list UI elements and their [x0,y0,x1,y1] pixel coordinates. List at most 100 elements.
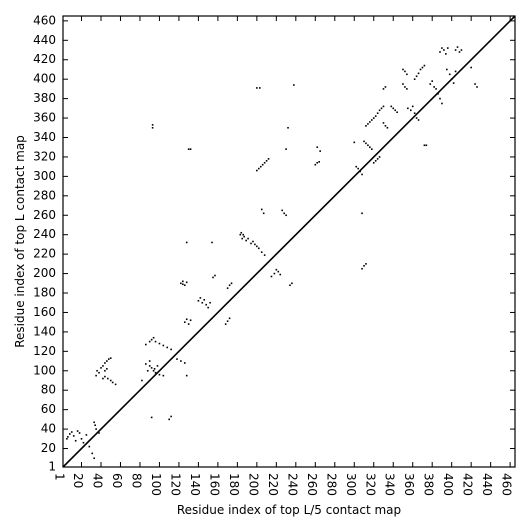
contact-point [404,86,406,88]
x-tick-label: 180 [227,473,241,496]
y-tick-label: 400 [33,72,56,86]
contact-point [258,167,260,170]
contact-point [189,148,192,150]
contact-point [441,47,443,49]
contact-point [369,121,371,123]
x-tick-label: 40 [90,473,104,488]
contact-point [102,365,104,367]
contact-point [372,161,375,164]
contact-point [245,239,247,242]
y-tick-label: 360 [33,111,56,125]
y-tick-label: 460 [33,13,56,27]
contact-point [250,242,252,245]
contact-point [386,126,389,129]
contact-point [93,421,95,424]
contact-point [435,88,437,90]
x-tick-label: 140 [188,473,202,496]
contact-point [154,340,157,343]
contact-point [260,208,263,211]
contact-point [242,233,245,236]
contact-point [256,169,258,172]
contact-point [376,112,379,114]
contact-point [176,358,178,360]
x-axis-ticks: 1 20 40 60 80 100 120 140 160 180 200 220 240 260 280 3… [53,16,514,496]
y-axis-title: Residue index of top L contact map [13,135,27,348]
contact-point [180,282,182,285]
contact-point [226,287,229,289]
contact-point [158,342,161,345]
contact-point [150,338,153,341]
contact-point [394,109,396,112]
contact-point [396,111,398,114]
y-tick-label: 240 [33,227,56,241]
contact-point [168,418,170,421]
points-layer [66,46,478,460]
y-tick-label: 420 [33,52,56,66]
contact-point [224,323,227,325]
contact-point [199,297,202,299]
contact-point [148,340,151,343]
contact-point [148,365,151,367]
contact-point [180,360,182,362]
x-tick-label: 420 [461,473,475,496]
contact-point [357,167,359,170]
contact-point [417,119,420,121]
contact-point [156,365,159,367]
contact-point [419,68,422,71]
x-tick-label: 340 [383,473,397,496]
x-tick-label: 240 [285,473,299,496]
contact-point [69,433,71,435]
x-tick-label: 400 [441,473,455,496]
contact-point [279,273,282,276]
contact-point [98,371,100,374]
y-tick-label: 60 [41,402,56,416]
contact-point [378,156,381,158]
contact-point [88,445,91,448]
contact-point [162,344,165,347]
contact-point [252,240,254,243]
contact-point [94,424,96,426]
contact-point [316,161,319,164]
y-tick-label: 280 [33,188,56,202]
y-axis-ticks: 1204060801001201401601802002202402602803… [33,13,515,474]
contact-point [319,150,321,152]
x-tick-label: 320 [363,473,377,496]
contact-point [226,320,229,322]
contact-point [445,53,447,55]
contact-point [476,86,478,88]
contact-point [361,212,363,215]
contact-point [256,87,258,89]
contact-point [263,161,266,164]
contact-point [106,368,108,370]
contact-point [265,160,268,162]
contact-point [145,363,147,365]
contact-point [183,284,186,287]
contact-point [289,284,291,287]
y-tick-label: 340 [33,130,56,144]
contact-point [376,158,379,160]
x-tick-label: 440 [480,473,494,496]
y-tick-label: 320 [33,149,56,163]
contact-point [102,377,104,380]
contact-point [446,47,449,49]
contact-point [152,369,155,372]
contact-point [384,125,387,127]
contact-point [104,375,106,378]
contact-point [273,272,276,275]
contact-point [258,247,260,250]
y-tick-label: 440 [33,33,56,47]
contact-point [95,374,97,377]
contact-point [361,173,363,176]
contact-point [318,161,320,163]
contact-point [66,438,68,440]
x-tick-label: 1 [53,473,67,481]
contact-point [439,51,441,53]
contact-point [423,64,426,67]
contact-point [106,360,108,362]
contact-point [267,158,270,160]
contact-point [170,415,172,418]
contact-point [201,301,204,304]
x-tick-label: 60 [110,473,124,488]
contact-point [277,270,280,273]
contact-point [259,165,262,168]
